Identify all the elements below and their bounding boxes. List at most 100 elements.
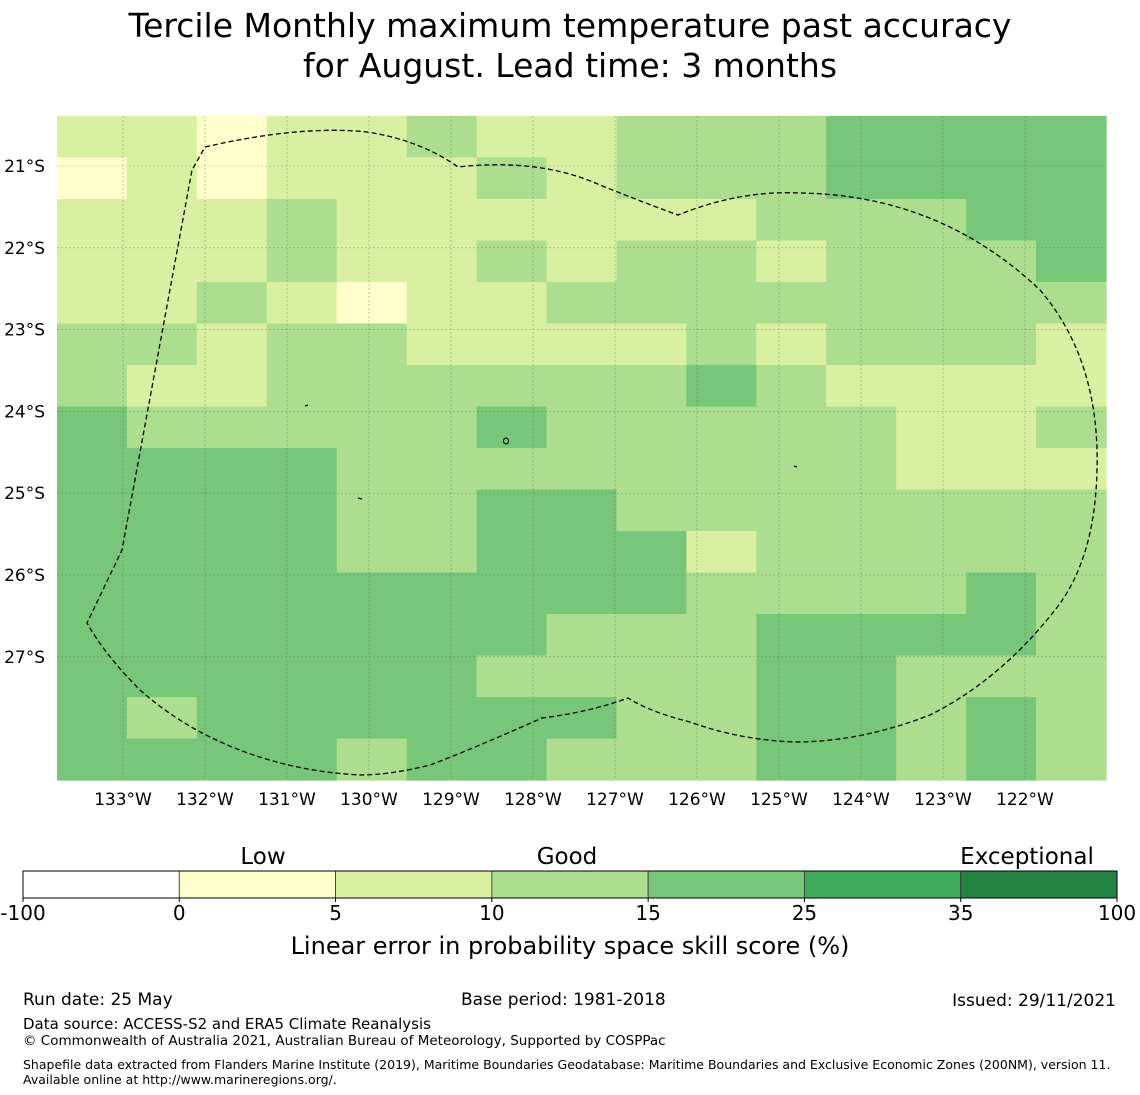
grid-cell [826,282,897,325]
grid-cell [196,489,268,532]
grid-cell [406,489,478,532]
grid-cell [57,157,128,200]
grid-cell [1036,738,1107,781]
grid-cell [616,531,687,574]
grid-cell [966,116,1037,159]
grid-cell [756,448,827,491]
grid-cell [126,116,198,159]
copyright-notice: © Commonwealth of Australia 2021, Austra… [23,1033,666,1049]
issued-date: Issued: 29/11/2021 [952,991,1116,1011]
longitude-label: 122°W [996,790,1054,810]
grid-cell [266,614,338,657]
grid-cell [966,489,1037,532]
grid-cell [476,199,548,242]
grid-cell [966,365,1037,408]
grid-cell [686,116,757,159]
grid-cell [336,157,408,200]
longitude-label: 133°W [94,790,152,810]
grid-cell [756,655,827,698]
grid-cell [546,738,618,781]
grid-cell [546,157,618,200]
latitude-label: 23°S [4,321,45,341]
grid-cell [616,199,687,242]
grid-cell [266,406,338,449]
longitude-label: 123°W [914,790,972,810]
run-date: Run date: 25 May [23,990,173,1010]
grid-cell [196,614,268,657]
grid-cell [126,738,198,781]
grid-cell [126,282,198,325]
grid-cell [616,323,687,366]
grid-cell [266,655,338,698]
grid-cell [1036,655,1107,698]
grid-cell [616,157,687,200]
grid-cell [896,323,967,366]
grid-cell [686,738,757,781]
grid-cell [336,448,408,491]
grid-cell [266,531,338,574]
grid-cell [966,157,1037,200]
grid-cell [476,655,548,698]
grid-cell [756,572,827,615]
grid-cell [546,406,618,449]
grid-cell [1036,199,1107,242]
grid-cell [756,199,827,242]
base-period: Base period: 1981-2018 [461,990,666,1010]
grid-cell [57,738,128,781]
grid-cell [756,157,827,200]
grid-cell [1036,489,1107,532]
grid-cell [756,489,827,532]
legend-tick-label: -100 [0,901,45,925]
grid-cell [966,614,1037,657]
grid-cell [826,240,897,283]
grid-cell [406,406,478,449]
grid-cell [756,531,827,574]
grid-cell [896,697,967,740]
legend-swatch [22,870,180,899]
grid-cell [966,240,1037,283]
legend-tick-label: 15 [635,901,660,925]
grid-cell [1036,116,1107,159]
legend-tick-label: 25 [792,901,817,925]
legend-frame [22,870,1118,899]
grid-cell [476,116,548,159]
latitude-label: 27°S [4,648,45,668]
grid-cell [266,240,338,283]
grid-cell [126,614,198,657]
grid-cell [57,240,128,283]
grid-cell [266,489,338,532]
grid-cell [196,448,268,491]
grid-cell [826,199,897,242]
grid-cell [686,655,757,698]
grid-cell [826,614,897,657]
grid-cell [126,531,198,574]
grid-cell [546,531,618,574]
grid-cell [546,282,618,325]
grid-cell [196,697,268,740]
grid-cell [686,199,757,242]
grid-cell [196,282,268,325]
grid-cell [896,365,967,408]
grid-cell [57,323,128,366]
grid-cell [616,738,687,781]
grid-cell [336,282,408,325]
grid-cell [57,614,128,657]
legend-swatch [647,870,805,899]
grid-cell [126,697,198,740]
grid-cell [546,448,618,491]
grid-cell [616,282,687,325]
legend-category: Good [537,844,598,870]
grid-cell [896,572,967,615]
grid-cell [476,572,548,615]
grid-cell [546,365,618,408]
grid-cell [57,448,128,491]
grid-cell [476,448,548,491]
grid-cell [196,157,268,200]
grid-cell [406,697,478,740]
grid-cell [1036,572,1107,615]
grid-cell [196,240,268,283]
legend-tick-label: 100 [1098,901,1136,925]
grid-cell [406,614,478,657]
grid-cell [336,738,408,781]
grid-cell [686,365,757,408]
